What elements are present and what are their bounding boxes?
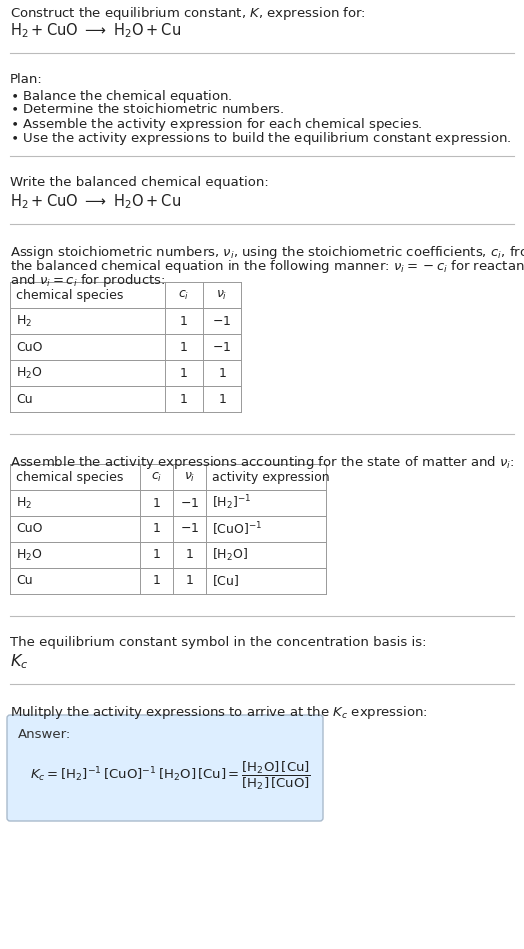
Text: $c_i$: $c_i$ bbox=[151, 471, 162, 484]
Text: CuO: CuO bbox=[16, 523, 42, 535]
Text: $\mathrm{H_2 + CuO\ \longrightarrow\ H_2O + Cu}$: $\mathrm{H_2 + CuO\ \longrightarrow\ H_2… bbox=[10, 21, 181, 40]
Text: CuO: CuO bbox=[16, 341, 42, 353]
Text: $-1$: $-1$ bbox=[180, 523, 199, 535]
Text: activity expression: activity expression bbox=[212, 471, 330, 483]
Text: $1$: $1$ bbox=[185, 574, 194, 587]
Text: Assign stoichiometric numbers, $\nu_i$, using the stoichiometric coefficients, $: Assign stoichiometric numbers, $\nu_i$, … bbox=[10, 244, 524, 261]
Text: $c_i$: $c_i$ bbox=[178, 288, 190, 302]
Text: 1: 1 bbox=[152, 574, 160, 587]
Text: Assemble the activity expressions accounting for the state of matter and $\nu_i$: Assemble the activity expressions accoun… bbox=[10, 454, 515, 471]
Text: $-1$: $-1$ bbox=[212, 314, 232, 327]
Text: 1: 1 bbox=[180, 314, 188, 327]
Text: the balanced chemical equation in the following manner: $\nu_i = -c_i$ for react: the balanced chemical equation in the fo… bbox=[10, 258, 524, 275]
Text: $-1$: $-1$ bbox=[212, 341, 232, 353]
Text: $\mathrm{H_2 + CuO\ \longrightarrow\ H_2O + Cu}$: $\mathrm{H_2 + CuO\ \longrightarrow\ H_2… bbox=[10, 192, 181, 211]
Text: 1: 1 bbox=[152, 523, 160, 535]
Text: $1$: $1$ bbox=[185, 549, 194, 562]
Text: Plan:: Plan: bbox=[10, 73, 43, 86]
Text: Answer:: Answer: bbox=[18, 728, 71, 741]
Text: Cu: Cu bbox=[16, 393, 32, 405]
Text: Cu: Cu bbox=[16, 574, 32, 587]
Text: $\mathrm{H_2}$: $\mathrm{H_2}$ bbox=[16, 495, 32, 511]
Text: $[\mathrm{H_2O}]$: $[\mathrm{H_2O}]$ bbox=[212, 547, 248, 563]
Text: The equilibrium constant symbol in the concentration basis is:: The equilibrium constant symbol in the c… bbox=[10, 636, 427, 649]
Text: $K_c$: $K_c$ bbox=[10, 652, 28, 671]
Text: Construct the equilibrium constant, $K$, expression for:: Construct the equilibrium constant, $K$,… bbox=[10, 5, 366, 22]
Text: $[\mathrm{CuO}]^{-1}$: $[\mathrm{CuO}]^{-1}$ bbox=[212, 520, 263, 538]
Text: $\mathrm{H_2O}$: $\mathrm{H_2O}$ bbox=[16, 365, 42, 381]
Text: 1: 1 bbox=[180, 366, 188, 380]
Text: 1: 1 bbox=[152, 496, 160, 510]
Text: $\bullet$ Assemble the activity expression for each chemical species.: $\bullet$ Assemble the activity expressi… bbox=[10, 116, 423, 133]
Text: Mulitply the activity expressions to arrive at the $K_c$ expression:: Mulitply the activity expressions to arr… bbox=[10, 704, 428, 721]
Text: $1$: $1$ bbox=[217, 393, 226, 405]
Text: $K_c = [\mathrm{H_2}]^{-1}\,[\mathrm{CuO}]^{-1}\,[\mathrm{H_2O}]\,[\mathrm{Cu}] : $K_c = [\mathrm{H_2}]^{-1}\,[\mathrm{CuO… bbox=[30, 760, 311, 792]
Text: $[\mathrm{Cu}]$: $[\mathrm{Cu}]$ bbox=[212, 573, 239, 588]
Text: $\bullet$ Determine the stoichiometric numbers.: $\bullet$ Determine the stoichiometric n… bbox=[10, 102, 285, 116]
Text: $\mathrm{H_2O}$: $\mathrm{H_2O}$ bbox=[16, 548, 42, 563]
Text: $\nu_i$: $\nu_i$ bbox=[184, 471, 195, 484]
Text: 1: 1 bbox=[180, 393, 188, 405]
Text: $\bullet$ Use the activity expressions to build the equilibrium constant express: $\bullet$ Use the activity expressions t… bbox=[10, 130, 511, 147]
Text: $1$: $1$ bbox=[217, 366, 226, 380]
Text: Write the balanced chemical equation:: Write the balanced chemical equation: bbox=[10, 176, 269, 189]
Text: $\nu_i$: $\nu_i$ bbox=[216, 288, 228, 302]
Text: chemical species: chemical species bbox=[16, 471, 123, 483]
Text: $\bullet$ Balance the chemical equation.: $\bullet$ Balance the chemical equation. bbox=[10, 88, 233, 105]
Text: $\mathrm{H_2}$: $\mathrm{H_2}$ bbox=[16, 313, 32, 328]
Text: and $\nu_i = c_i$ for products:: and $\nu_i = c_i$ for products: bbox=[10, 272, 166, 289]
Text: 1: 1 bbox=[152, 549, 160, 562]
Text: chemical species: chemical species bbox=[16, 288, 123, 302]
FancyBboxPatch shape bbox=[7, 715, 323, 821]
Text: $-1$: $-1$ bbox=[180, 496, 199, 510]
Text: 1: 1 bbox=[180, 341, 188, 353]
Text: $[\mathrm{H_2}]^{-1}$: $[\mathrm{H_2}]^{-1}$ bbox=[212, 493, 252, 512]
